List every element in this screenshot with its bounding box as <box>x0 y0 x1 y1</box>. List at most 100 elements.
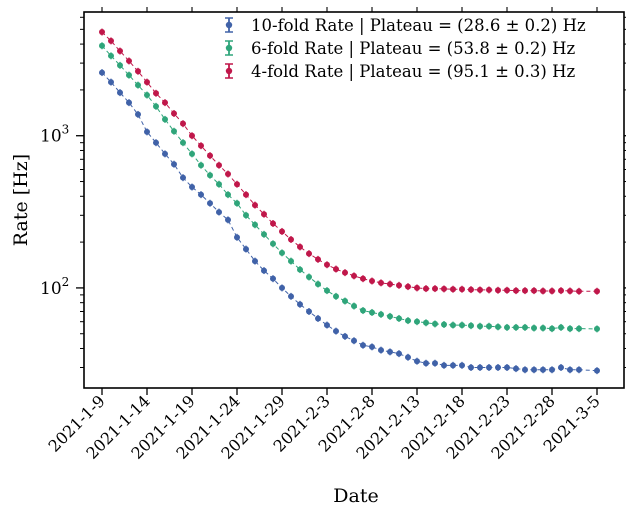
series-2-point <box>477 323 483 330</box>
plot-content <box>99 28 600 375</box>
series-2-line <box>101 45 598 330</box>
series-1-point <box>279 284 285 291</box>
series-2-point <box>288 258 294 265</box>
series-1-point <box>252 258 258 265</box>
series-2-point <box>153 103 159 110</box>
series-2-point <box>171 128 177 135</box>
series-2-point <box>279 249 285 256</box>
series-2 <box>99 42 600 333</box>
legend-entry-3: 4-fold Rate | Plateau = (95.1 ± 0.3) Hz <box>225 62 575 81</box>
series-1-point <box>387 348 393 355</box>
series-3-point <box>540 287 546 294</box>
series-1-point <box>558 364 564 371</box>
series-2-point <box>387 313 393 320</box>
legend-marker <box>225 67 233 75</box>
series-3-point <box>126 57 132 64</box>
series-2-point <box>198 162 204 169</box>
series-1-point <box>225 216 231 223</box>
series-3-point <box>504 287 510 294</box>
series-3-point <box>531 287 537 294</box>
series-1-point <box>414 358 420 365</box>
series-3-point <box>477 286 483 293</box>
series-1-point <box>450 362 456 369</box>
series-1-point <box>153 139 159 146</box>
series-1-point <box>378 347 384 354</box>
series-3-point <box>216 162 222 169</box>
series-2-point <box>567 325 573 332</box>
series-3-point <box>576 288 582 295</box>
series-2-point <box>594 325 600 332</box>
series-1-point <box>576 366 582 373</box>
series-2-point <box>135 82 141 89</box>
series-2-point <box>180 139 186 146</box>
series-1-point <box>234 234 240 241</box>
series-3-point <box>324 261 330 268</box>
series-3-point <box>360 275 366 282</box>
series-3-point <box>495 287 501 294</box>
series-1-point <box>171 161 177 168</box>
series-2-point <box>504 324 510 331</box>
series-2-point <box>162 116 168 123</box>
series-1-point <box>324 322 330 329</box>
series-3-point <box>306 250 312 257</box>
legend-label: 6-fold Rate | Plateau = (53.8 ± 0.2) Hz <box>251 39 575 58</box>
series-2-point <box>396 315 402 322</box>
series-2-point <box>378 311 384 318</box>
legend-marker <box>225 44 233 52</box>
series-2-point <box>522 324 528 331</box>
series-3-point <box>450 286 456 293</box>
series-3-point <box>297 243 303 250</box>
series-1-point <box>396 350 402 357</box>
series-2-point <box>144 92 150 99</box>
legend-entry-2: 6-fold Rate | Plateau = (53.8 ± 0.2) Hz <box>225 39 575 58</box>
series-3-point <box>378 279 384 286</box>
series-3-point <box>225 171 231 178</box>
series-1-point <box>477 364 483 371</box>
series-1-point <box>333 328 339 335</box>
series-1-point <box>306 308 312 315</box>
series-3-point <box>207 152 213 159</box>
series-2-point <box>432 320 438 327</box>
series-3-point <box>315 256 321 263</box>
series-1-point <box>369 343 375 350</box>
series-3-point <box>441 285 447 292</box>
y-tick-label: 103 <box>40 123 69 147</box>
series-2-point <box>549 325 555 332</box>
series-2-point <box>495 323 501 330</box>
series-1-point <box>549 366 555 373</box>
series-3-point <box>135 68 141 75</box>
series-3-point <box>270 220 276 227</box>
legend-marker <box>225 21 233 29</box>
series-3-point <box>405 283 411 290</box>
series-2-point <box>261 231 267 238</box>
series-1-point <box>405 354 411 361</box>
series-2-point <box>486 323 492 330</box>
series-3-point <box>117 48 123 55</box>
legend: 10-fold Rate | Plateau = (28.6 ± 0.2) Hz… <box>225 16 586 81</box>
series-1-point <box>126 99 132 106</box>
series-2-point <box>99 42 105 49</box>
series-3-point <box>243 191 249 198</box>
series-2-point <box>297 266 303 273</box>
legend-entry-1: 10-fold Rate | Plateau = (28.6 ± 0.2) Hz <box>225 16 586 35</box>
series-2-point <box>234 200 240 207</box>
series-1-point <box>594 367 600 374</box>
series-2-point <box>243 212 249 219</box>
series-2-point <box>468 322 474 329</box>
series-2-point <box>351 303 357 310</box>
series-1-point <box>135 111 141 118</box>
series-3-point <box>288 236 294 243</box>
series-1-point <box>99 69 105 76</box>
series-2-point <box>558 324 564 331</box>
series-3-point <box>486 286 492 293</box>
series-2-point <box>360 307 366 314</box>
series-1-point <box>531 366 537 373</box>
series-2-point <box>225 191 231 198</box>
series-1-point <box>297 301 303 308</box>
series-1-point <box>486 364 492 371</box>
series-1-point <box>468 364 474 371</box>
series-2-point <box>216 181 222 188</box>
y-tick-label: 102 <box>40 275 69 299</box>
series-2-point <box>324 287 330 294</box>
series-1-point <box>351 337 357 344</box>
